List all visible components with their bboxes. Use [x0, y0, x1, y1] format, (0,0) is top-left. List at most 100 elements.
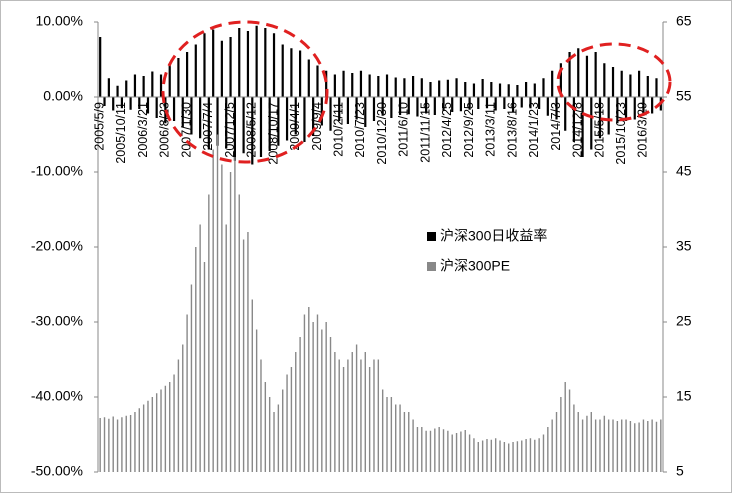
bar	[142, 404, 145, 472]
bar	[255, 329, 258, 472]
bar	[286, 374, 288, 472]
bar	[282, 389, 284, 472]
bar	[346, 97, 350, 124]
bar	[298, 50, 302, 97]
bar	[529, 438, 532, 472]
bar	[342, 70, 345, 97]
bar	[307, 59, 310, 97]
bar	[577, 412, 579, 472]
y-tick-label: 0.00%	[43, 88, 83, 104]
bar	[251, 97, 254, 165]
bar	[299, 337, 301, 472]
bar	[577, 48, 580, 97]
x-tick-label: 2015/5/18	[592, 102, 606, 158]
bar	[551, 419, 553, 472]
bar	[99, 37, 102, 97]
bar	[534, 439, 536, 472]
bar	[403, 412, 406, 472]
bar	[303, 314, 306, 472]
y2-tick-label: 25	[676, 313, 692, 329]
bar	[507, 84, 510, 97]
y2-tick-label: 35	[676, 238, 692, 254]
bar	[181, 97, 184, 127]
x-tick-label: 2009/4/1	[288, 102, 302, 151]
legend-label: 沪深300PE	[440, 258, 510, 274]
bar	[538, 438, 540, 472]
bar	[212, 29, 215, 97]
x-tick-label: 2005/10/11	[114, 102, 128, 164]
bar	[155, 393, 158, 472]
bar	[611, 67, 615, 97]
bar	[194, 44, 197, 97]
bar	[268, 397, 271, 472]
bar	[377, 76, 380, 97]
bar	[420, 78, 423, 97]
bar	[277, 97, 280, 146]
x-tick-label: 2010/12/30	[375, 102, 389, 165]
bar	[251, 299, 253, 472]
bar	[234, 157, 236, 472]
bar	[125, 415, 127, 472]
bar	[272, 33, 276, 97]
bar	[629, 421, 632, 472]
bar	[542, 78, 545, 97]
bar	[151, 71, 154, 97]
bar	[594, 419, 597, 472]
bar	[395, 404, 397, 472]
x-tick-label: 2011/11/15	[418, 102, 432, 163]
bar	[351, 352, 353, 472]
bar	[607, 97, 610, 135]
bar	[442, 429, 445, 472]
bar	[547, 427, 549, 472]
bar	[238, 194, 240, 472]
bar	[173, 374, 175, 472]
bar	[442, 97, 445, 111]
bar	[651, 97, 654, 114]
bar	[359, 70, 363, 97]
bar	[621, 419, 623, 472]
bar	[373, 359, 375, 472]
bar	[182, 344, 184, 472]
bar	[203, 262, 206, 472]
bar	[259, 97, 263, 157]
bar	[355, 344, 358, 472]
bar	[164, 385, 167, 472]
x-tick-label: 2014/1/23	[527, 102, 541, 158]
bar	[364, 352, 366, 472]
bar	[133, 74, 137, 97]
bar	[325, 70, 328, 97]
bar	[616, 421, 619, 472]
x-tick-label: 2014/7/3	[549, 102, 563, 151]
bar	[390, 97, 393, 118]
highlight-circle	[556, 42, 672, 122]
bar	[620, 70, 623, 97]
bar	[338, 97, 341, 121]
bar	[412, 419, 414, 472]
bar	[125, 80, 128, 97]
bar	[655, 78, 658, 97]
bar	[407, 97, 410, 115]
bar	[368, 367, 371, 472]
bar	[260, 359, 262, 472]
bar	[508, 443, 510, 472]
bar	[538, 97, 541, 109]
bar	[212, 149, 214, 472]
bar	[590, 412, 592, 472]
y-tick-label: 10.00%	[36, 13, 83, 29]
bar	[660, 419, 662, 472]
bar	[107, 78, 110, 97]
bar	[377, 359, 380, 472]
x-tick-label: 2013/8/16	[505, 102, 519, 158]
bar	[334, 352, 336, 472]
x-tick-label: 2015/10/23	[614, 102, 628, 165]
bar	[247, 232, 249, 472]
bar	[603, 415, 606, 472]
bar	[425, 97, 428, 114]
bar	[325, 322, 327, 472]
bar	[229, 172, 232, 472]
bar	[451, 434, 453, 472]
bar	[581, 419, 584, 472]
bar	[229, 37, 232, 97]
bar	[290, 48, 293, 97]
